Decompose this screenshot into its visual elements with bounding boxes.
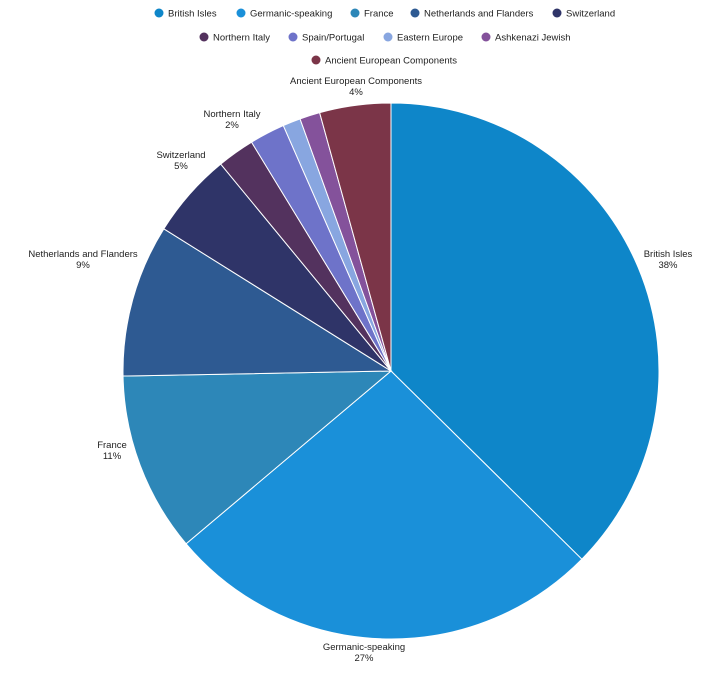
legend-marker-netherlands-and-flanders: [410, 8, 420, 18]
legend-label-spain-portugal: Spain/Portugal: [302, 33, 364, 44]
pie-slices: [122, 102, 660, 640]
slice-label-netherlands-and-flanders: Netherlands and Flanders: [28, 249, 138, 260]
slice-percent-netherlands-and-flanders: 9%: [76, 260, 90, 271]
legend-marker-france: [350, 8, 360, 18]
legend-item-spain-portugal[interactable]: Spain/Portugal: [288, 32, 365, 44]
legend-item-switzerland[interactable]: Switzerland: [552, 8, 616, 20]
slice-percent-northern-italy: 2%: [225, 120, 239, 131]
legend-item-germanic-speaking[interactable]: Germanic-speaking: [236, 8, 333, 20]
legend-marker-ashkenazi-jewish: [481, 32, 491, 42]
legend-label-ashkenazi-jewish: Ashkenazi Jewish: [495, 33, 571, 44]
legend-marker-spain-portugal: [288, 32, 298, 42]
pie-slice-netherlands-and-flanders[interactable]: [122, 228, 393, 377]
legend-label-switzerland: Switzerland: [566, 9, 615, 20]
legend-label-ancient-european-components: Ancient European Components: [325, 56, 457, 67]
slice-label-switzerland: Switzerland: [156, 150, 205, 161]
legend-item-ashkenazi-jewish[interactable]: Ashkenazi Jewish: [481, 32, 571, 44]
legend-marker-eastern-europe: [383, 32, 393, 42]
legend-item-france[interactable]: France: [350, 8, 394, 20]
pie-slice-ancient-european-components[interactable]: [319, 102, 392, 372]
legend-label-eastern-europe: Eastern Europe: [397, 33, 463, 44]
slice-percent-ancient-european-components: 4%: [349, 87, 363, 98]
chart-legend: British Isles Germanic-speaking France Neth…: [154, 8, 616, 67]
legend-item-british-isles[interactable]: British Isles: [154, 8, 217, 20]
legend-label-germanic-speaking: Germanic-speaking: [250, 9, 332, 20]
legend-item-netherlands-and-flanders[interactable]: Netherlands and Flanders: [410, 8, 534, 20]
slice-label-northern-italy: Northern Italy: [203, 109, 260, 120]
slice-percent-germanic-speaking: 27%: [354, 653, 374, 664]
legend-item-ancient-european-components[interactable]: Ancient European Components: [311, 55, 458, 67]
slice-label-france: France: [97, 440, 127, 451]
legend-label-netherlands-and-flanders: Netherlands and Flanders: [424, 9, 534, 20]
legend-label-france: France: [364, 9, 394, 20]
pie-slice-germanic-speaking[interactable]: [185, 370, 583, 640]
legend-marker-germanic-speaking: [236, 8, 246, 18]
legend-label-british-isles: British Isles: [168, 9, 217, 20]
legend-item-northern-italy[interactable]: Northern Italy: [199, 32, 271, 44]
slice-percent-france: 11%: [103, 451, 122, 462]
slice-percent-british-isles: 38%: [658, 260, 678, 271]
slice-label-germanic-speaking: Germanic-speaking: [323, 642, 405, 653]
legend-label-northern-italy: Northern Italy: [213, 33, 270, 44]
legend-marker-ancient-european-components: [311, 55, 321, 65]
pie-slice-france[interactable]: [122, 370, 393, 545]
pie-slice-british-isles[interactable]: [390, 102, 660, 560]
legend-marker-british-isles: [154, 8, 164, 18]
legend-item-eastern-europe[interactable]: Eastern Europe: [383, 32, 464, 44]
slice-label-british-isles: British Isles: [644, 249, 693, 260]
slice-label-ancient-european-components: Ancient European Components: [290, 76, 422, 87]
legend-marker-northern-italy: [199, 32, 209, 42]
slice-percent-switzerland: 5%: [174, 161, 188, 172]
legend-marker-switzerland: [552, 8, 562, 18]
